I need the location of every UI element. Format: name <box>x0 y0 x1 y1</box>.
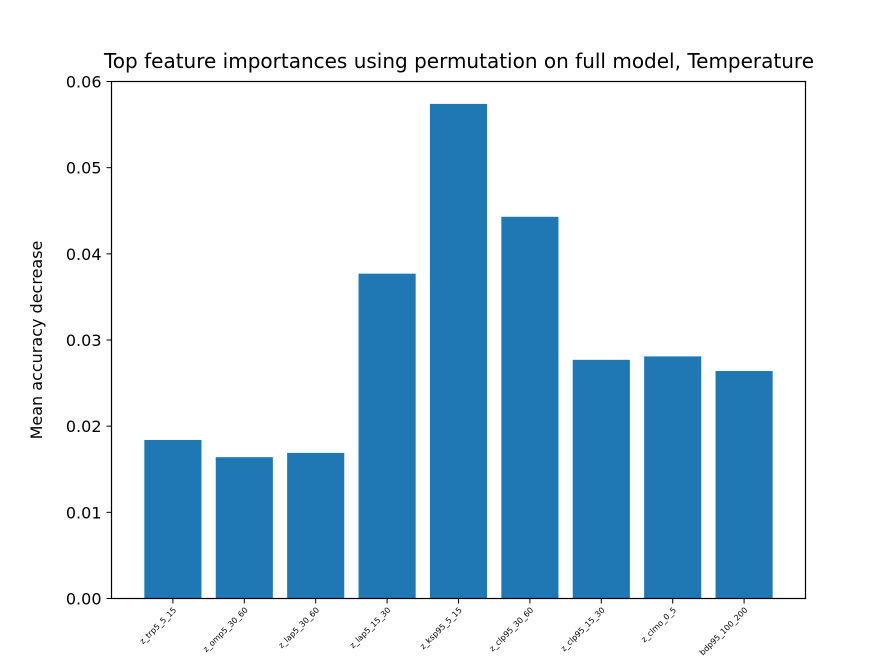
y-tick-label: 0.01 <box>66 503 102 522</box>
y-tick-label: 0.02 <box>66 417 102 436</box>
y-tick-label: 0.00 <box>66 590 102 609</box>
bar-z_clp95_15_30 <box>572 359 630 599</box>
bar-z_trp5_5_15 <box>144 439 202 599</box>
y-tick-label: 0.03 <box>66 331 102 350</box>
bar-z_lap5_30_60 <box>287 452 345 599</box>
plot-frame <box>110 80 807 600</box>
x-tick-label: z_omp5_30_60 <box>201 606 249 654</box>
x-tick-label: z_lap5_30_60 <box>277 606 321 650</box>
x-tick-label: bdp95_100_200 <box>698 606 750 658</box>
bar-z_omp5_30_60 <box>215 457 273 599</box>
bar-z_clmo_0_5 <box>644 356 702 599</box>
x-tick-label: z_clmo_0_5 <box>639 606 678 645</box>
y-axis-ticks: 0.00 0.01 0.02 0.03 0.04 0.05 0.06 <box>66 73 112 609</box>
bar-z_lap5_15_30 <box>358 273 416 599</box>
y-tick-label: 0.06 <box>66 73 102 92</box>
x-tick-label: z_trp5_5_15 <box>138 606 178 646</box>
x-tick-label: z_lap5_15_30 <box>348 606 392 650</box>
bar-z_ksp95_5_15 <box>429 103 488 599</box>
x-tick-label: z_clp95_30_60 <box>488 606 536 654</box>
y-axis-label: Mean accuracy decrease <box>27 241 46 440</box>
bar-bdp95_100_200 <box>715 371 773 599</box>
y-tick-label: 0.04 <box>66 245 102 264</box>
chart-title: Top feature importances using permutatio… <box>103 49 814 73</box>
y-tick-label: 0.05 <box>66 159 102 178</box>
x-tick-label: z_clp95_15_30 <box>559 606 607 654</box>
x-axis-ticks: z_trp5_5_15 z_omp5_30_60 z_lap5_30_60 z_lap… <box>138 598 750 658</box>
x-tick-label: z_ksp95_5_15 <box>418 606 464 652</box>
bars-group <box>144 103 773 599</box>
bar-z_clp95_30_60 <box>501 216 559 599</box>
